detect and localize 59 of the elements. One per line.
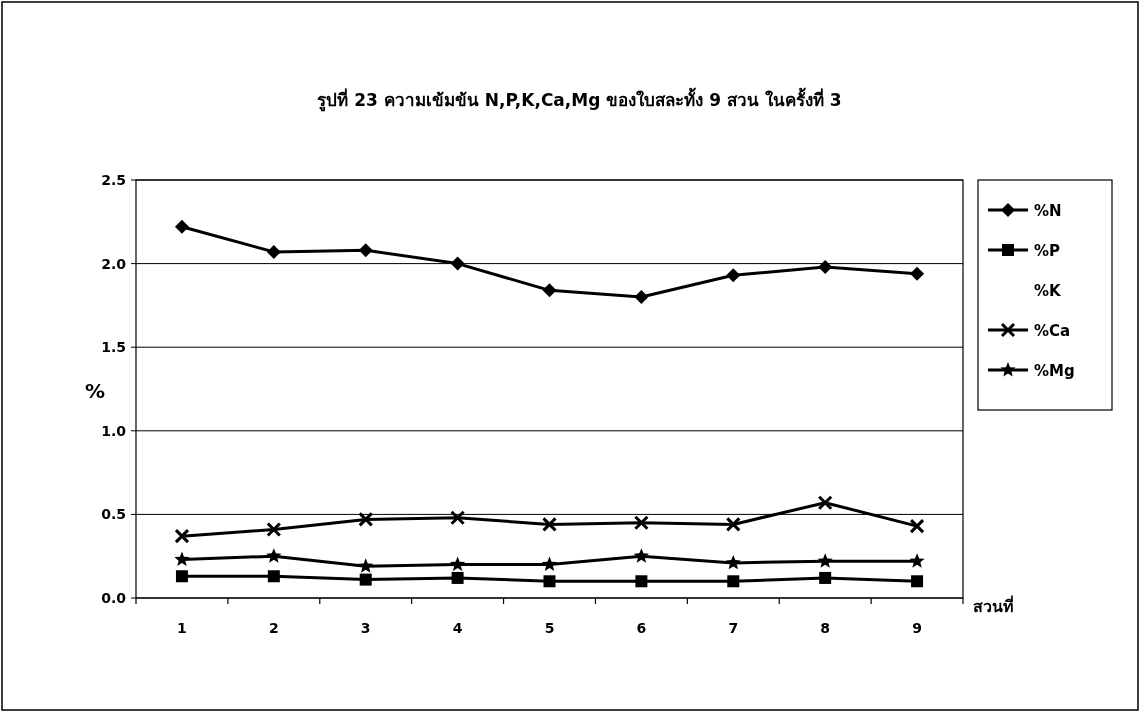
point: [266, 521, 282, 537]
point: [635, 575, 648, 588]
x-tick-label: 4: [452, 620, 463, 636]
point: [541, 556, 558, 572]
legend-label: %Mg: [1034, 362, 1075, 380]
point: [174, 528, 190, 544]
point: [266, 244, 281, 259]
y-tick-label: 0.0: [101, 590, 127, 606]
x-tick-label: 3: [360, 620, 371, 636]
point: [727, 575, 740, 588]
legend-label: %Ca: [1034, 322, 1071, 340]
legend-label: %N: [1034, 202, 1062, 220]
point: [174, 551, 190, 567]
point: [634, 290, 649, 305]
point: [817, 495, 833, 511]
point: [910, 266, 925, 281]
point: [267, 570, 280, 583]
x-tick-label: 9: [912, 620, 922, 636]
point: [358, 243, 373, 258]
point: [633, 548, 649, 563]
point: [450, 510, 466, 526]
point: [542, 516, 557, 532]
point: [909, 518, 925, 534]
y-tick-label: 0.5: [101, 506, 126, 523]
point: [358, 511, 374, 527]
x-tick-label: 6: [636, 620, 647, 636]
point: [633, 515, 649, 531]
x-tick-label: 8: [820, 620, 831, 636]
point: [358, 558, 374, 573]
point: [451, 571, 464, 584]
y-axis-title: %: [84, 379, 106, 403]
point: [542, 283, 557, 298]
y-tick-label: 2.5: [101, 172, 126, 188]
point: [725, 516, 741, 532]
legend-label: %P: [1034, 242, 1061, 260]
point: [725, 554, 741, 570]
point: [726, 268, 741, 283]
x-tick-label: 2: [268, 620, 279, 636]
point: [174, 219, 189, 234]
point: [359, 573, 372, 586]
x-tick-label: 5: [544, 620, 555, 636]
point: [450, 556, 466, 572]
point: [911, 575, 924, 588]
point: [817, 553, 833, 568]
point: [450, 256, 465, 271]
text: %K: [1034, 282, 1063, 300]
point: [819, 571, 832, 584]
point: [266, 548, 282, 563]
y-tick-label: 2.0: [101, 255, 127, 272]
x-axis-title: สวนที่: [973, 595, 1014, 616]
x-tick-label: 7: [728, 620, 739, 636]
x-tick-label: 1: [177, 620, 187, 636]
point: [543, 575, 556, 588]
point: [175, 570, 188, 583]
point: [909, 553, 925, 568]
point: [818, 259, 833, 274]
chart-title: รูปที่ 23 ความเข้มข้น N,P,K,Ca,Mg ของใบสละทั้ง 9 สวน ในครั้งที่ 3: [317, 87, 842, 112]
y-tick-label: 1.0: [101, 422, 127, 439]
y-tick-label: 1.5: [101, 339, 126, 356]
